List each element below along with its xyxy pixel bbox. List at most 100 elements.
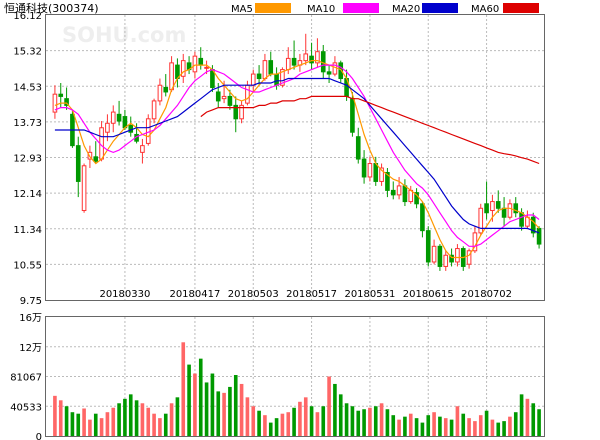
volume-bar-down [438, 416, 442, 436]
candle [513, 197, 519, 218]
candle-body-down [268, 60, 274, 75]
candle-body-up [285, 57, 291, 71]
candle [361, 150, 367, 184]
candle-body-down [256, 73, 262, 80]
legend-label-ma10: MA10 [307, 4, 335, 15]
candle-body-down [501, 207, 507, 218]
volume-bar-down [426, 415, 431, 436]
candle-body-down [530, 216, 536, 234]
volume-bar-up [169, 403, 174, 436]
price-x-tick-label: 20180417 [169, 289, 220, 300]
candle [239, 100, 244, 124]
volume-bar-up [105, 412, 110, 436]
volume-bar-up [263, 415, 267, 436]
volume-bar-down [117, 403, 121, 436]
volume-bar-down [537, 409, 541, 436]
volume-bar-down [484, 410, 489, 436]
price-y-tick-label: 15.32 [13, 47, 42, 58]
candle [233, 96, 239, 133]
volume-bar-up [443, 418, 448, 436]
candle-body-down [64, 98, 69, 106]
price-grid [46, 15, 544, 436]
legend-label-ma60: MA60 [471, 4, 499, 15]
volume-bar-down [519, 394, 524, 436]
volume-bar-down [449, 419, 454, 436]
volume-bar-up [146, 407, 151, 436]
candle [64, 87, 69, 110]
candle-body-down [198, 57, 204, 66]
candle-body-down [390, 189, 396, 196]
candle-body-down [402, 185, 408, 203]
legend-swatch-ma60 [503, 3, 539, 13]
price-y-tick-label: 9.75 [20, 296, 42, 307]
candle-body-up [151, 100, 157, 120]
candle-body-up [204, 66, 209, 69]
candle [303, 33, 309, 66]
candle [484, 181, 489, 220]
price-x-tick-label: 20180615 [403, 289, 454, 300]
candle-body-up [169, 62, 174, 91]
candle [425, 226, 431, 267]
volume-bar-up [222, 392, 226, 436]
volume-bar-up [58, 400, 63, 436]
volume-bar-down [502, 421, 506, 436]
candle-body-down [519, 212, 524, 227]
volume-bar-down [128, 394, 133, 436]
candle-body-up [303, 53, 309, 62]
candle [478, 203, 484, 236]
volume-bar-down [257, 410, 261, 436]
volume-bar-down [228, 386, 232, 436]
chart-title: 恒通科技(300374) [4, 1, 99, 15]
volume-y-tick-label: 0 [36, 432, 42, 440]
candle-body-down [128, 125, 134, 133]
volume-bar-up [193, 373, 197, 436]
ma-line-ma5 [54, 60, 540, 259]
moving-average-lines [54, 60, 540, 259]
volume-bar-up [327, 376, 331, 436]
candle-body-down [163, 86, 169, 93]
candle [326, 65, 332, 84]
candle [280, 67, 285, 88]
volume-bar-down [93, 413, 98, 436]
candle [145, 114, 151, 146]
ma-line-ma20 [54, 77, 540, 234]
volume-panel-frame [45, 316, 545, 437]
candle-body-up [466, 250, 472, 265]
candle-body-up [180, 60, 186, 77]
volume-bar-up [111, 407, 116, 436]
candle-body-down [58, 93, 64, 97]
volume-bar-up [298, 401, 302, 436]
candle [420, 201, 425, 238]
candle [437, 244, 443, 271]
volume-bar-up [239, 383, 244, 436]
volume-bar-up [53, 395, 57, 436]
volume-y-tick-label: 12万 [19, 343, 42, 354]
volume-y-axis: 16万 12万 81067 40533 0 [10, 313, 42, 440]
candle-body-up [431, 245, 437, 263]
volume-bar-down [531, 403, 536, 436]
candle-body-up [192, 55, 198, 73]
candle-body-down [425, 230, 431, 263]
candle-body-down [513, 203, 519, 214]
volume-bar-down [268, 422, 273, 436]
candle [390, 181, 396, 200]
candle [163, 74, 169, 97]
candle-body-up [455, 248, 460, 263]
candle [157, 78, 163, 106]
candle [81, 163, 87, 213]
price-x-axis: 20180330 20180417 20180503 20180517 20180531… [99, 289, 512, 300]
price-y-axis: 16.12 15.32 14.53 13.73 12.93 12.14 11.34 10.55… [13, 11, 42, 307]
price-x-tick-label: 20180531 [344, 289, 395, 300]
volume-bar-down [350, 406, 355, 436]
candle [338, 60, 344, 84]
volume-bar-up [490, 419, 495, 436]
candle-body-up [396, 185, 402, 196]
volume-bar-down [373, 406, 378, 436]
volume-bar-up [467, 418, 471, 436]
candle [507, 199, 513, 220]
volume-bar-up [473, 421, 477, 436]
price-y-tick-label: 10.55 [13, 260, 42, 271]
volume-bar-down [344, 403, 349, 436]
volume-bars [53, 342, 541, 436]
candle-body-up [315, 51, 320, 64]
